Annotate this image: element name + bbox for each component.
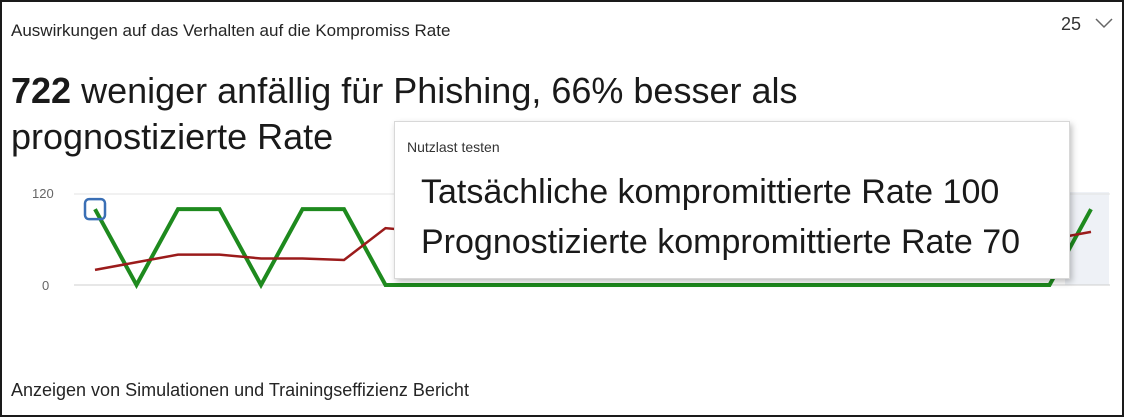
y-tick-label-bottom: 0 xyxy=(42,278,49,293)
actual-point[interactable] xyxy=(590,282,596,288)
actual-point[interactable] xyxy=(673,282,679,288)
tooltip-actual-rate: Tatsächliche kompromittierte Rate 100 xyxy=(421,173,1000,211)
actual-point[interactable] xyxy=(424,282,430,288)
predicted-point[interactable] xyxy=(300,255,306,261)
actual-point[interactable] xyxy=(1088,206,1094,212)
actual-point[interactable] xyxy=(756,282,762,288)
actual-point[interactable] xyxy=(217,206,223,212)
card-title: Auswirkungen auf das Verhalten auf die K… xyxy=(11,21,451,40)
actual-point[interactable] xyxy=(798,282,804,288)
actual-point[interactable] xyxy=(258,282,264,288)
actual-point[interactable] xyxy=(92,206,98,212)
chart-tooltip: Nutzlast testen Tatsächliche kompromitti… xyxy=(394,121,1070,279)
selected-point-marker[interactable] xyxy=(83,197,107,221)
predicted-point[interactable] xyxy=(341,257,347,263)
actual-point[interactable] xyxy=(1005,282,1011,288)
y-tick-label-top: 120 xyxy=(32,186,54,201)
actual-point[interactable] xyxy=(1047,282,1053,288)
actual-point[interactable] xyxy=(549,282,555,288)
actual-point[interactable] xyxy=(922,282,928,288)
actual-point[interactable] xyxy=(632,282,638,288)
actual-point[interactable] xyxy=(839,282,845,288)
actual-point[interactable] xyxy=(134,282,140,288)
item-count: 25 xyxy=(1061,14,1082,34)
predicted-point[interactable] xyxy=(383,225,389,231)
actual-point[interactable] xyxy=(341,206,347,212)
chevron-down-icon[interactable] xyxy=(1093,13,1115,33)
actual-point[interactable] xyxy=(383,282,389,288)
actual-point[interactable] xyxy=(715,282,721,288)
highlight-band xyxy=(1065,192,1109,285)
actual-point[interactable] xyxy=(964,282,970,288)
tooltip-title: Nutzlast testen xyxy=(407,139,500,155)
tooltip-predicted-rate: Prognostizierte kompromittierte Rate 70 xyxy=(421,223,1021,261)
predicted-point[interactable] xyxy=(258,255,264,261)
actual-point[interactable] xyxy=(466,282,472,288)
actual-point[interactable] xyxy=(175,206,181,212)
predicted-point[interactable] xyxy=(175,252,181,258)
predicted-point[interactable] xyxy=(1088,229,1094,235)
series-line-actual xyxy=(93,207,1093,290)
headline: 722 weniger anfällig für Phishing, 66% be… xyxy=(11,68,881,160)
predicted-point[interactable] xyxy=(217,252,223,258)
actual-point[interactable] xyxy=(300,206,306,212)
predicted-point[interactable] xyxy=(92,267,98,273)
headline-text: weniger anfällig für Phishing, 66% besse… xyxy=(11,70,798,157)
headline-number: 722 xyxy=(11,70,72,111)
predicted-point[interactable] xyxy=(134,259,140,265)
actual-point[interactable] xyxy=(507,282,513,288)
actual-point[interactable] xyxy=(881,282,887,288)
simulation-report-link[interactable]: Anzeigen von Simulationen und Trainingse… xyxy=(11,380,469,400)
